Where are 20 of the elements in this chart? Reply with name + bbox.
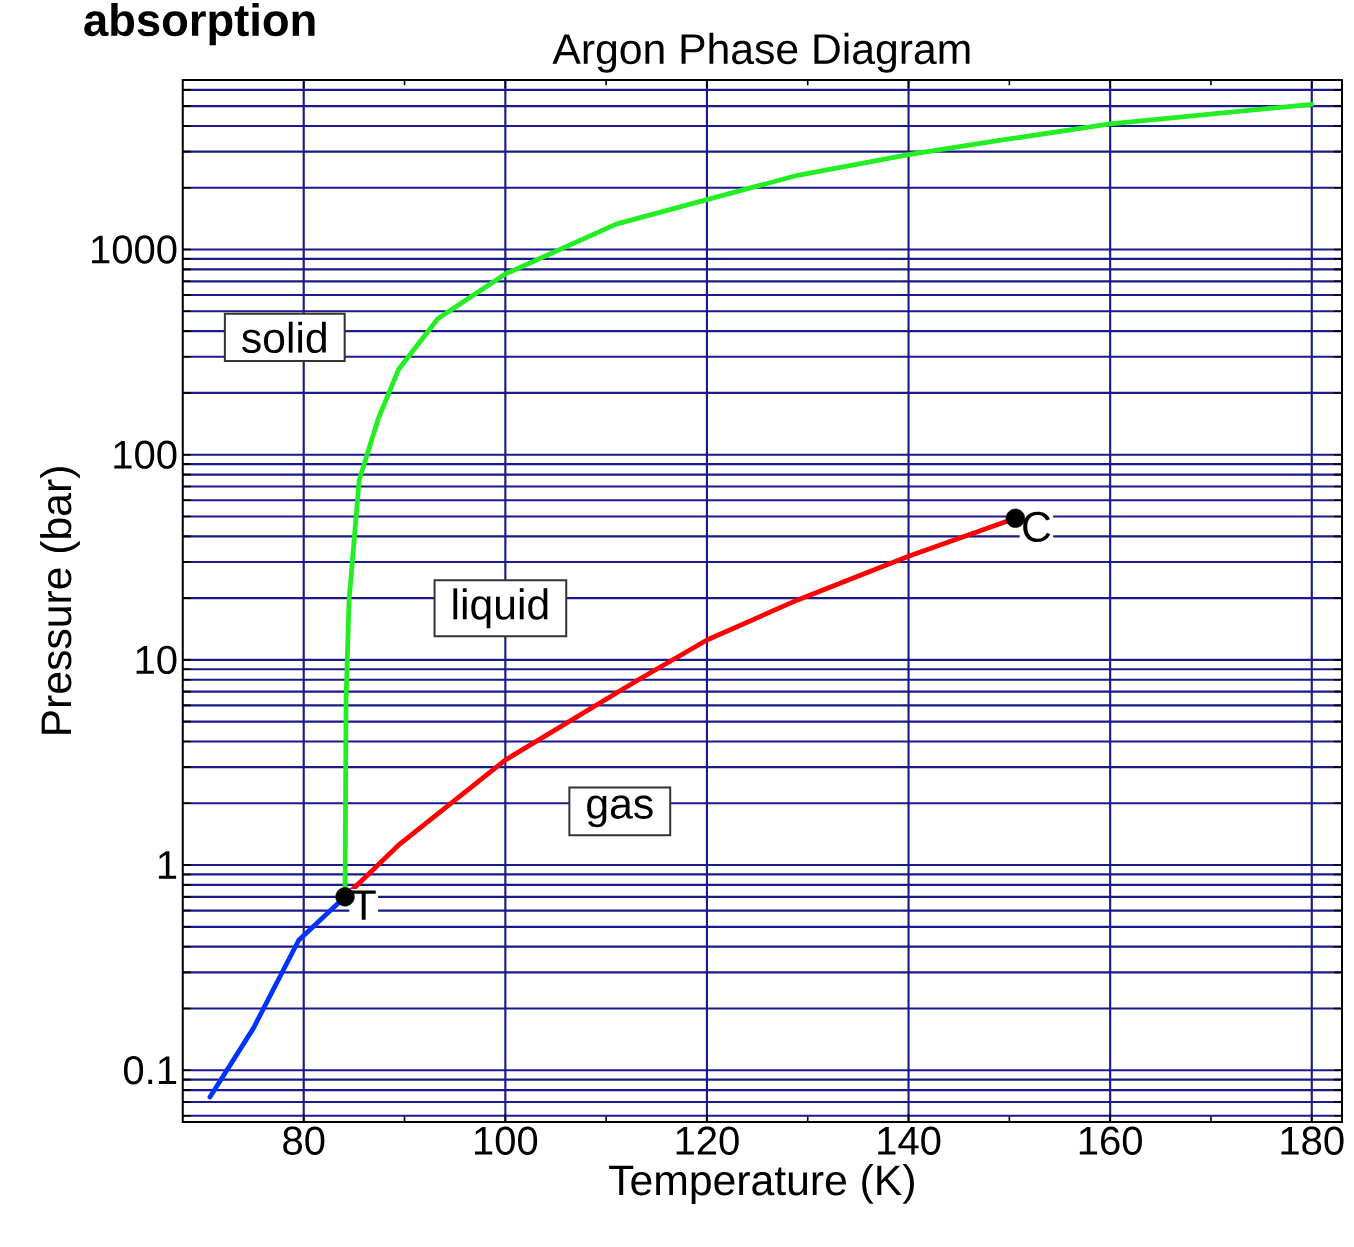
annotation: gas xyxy=(587,795,653,828)
series-label: T xyxy=(351,890,376,920)
x-tick-label: 160 xyxy=(1079,1126,1142,1155)
y-tick-label: 10 xyxy=(136,645,177,674)
annotation: solid xyxy=(242,321,326,353)
annotation: liquid xyxy=(453,588,548,628)
x-tick-label: 120 xyxy=(676,1126,739,1155)
x-axis-title: Temperature (K) xyxy=(609,1163,914,1204)
series-label: C xyxy=(1023,511,1051,542)
chart-title: Argon Phase Diagram xyxy=(552,32,970,73)
y-tick-label: 100 xyxy=(114,440,177,469)
x-tick-label: 140 xyxy=(878,1126,941,1155)
x-tick-label: 80 xyxy=(283,1126,325,1155)
x-tick-label: 180 xyxy=(1281,1126,1344,1155)
y-axis-title: Pressure (bar) xyxy=(40,467,80,734)
x-tick-label: 100 xyxy=(475,1126,538,1155)
y-tick-label: 1000 xyxy=(92,235,177,264)
y-tick-label: 1 xyxy=(158,851,177,879)
y-tick-label: 0.1 xyxy=(123,1055,177,1085)
text: absorption xyxy=(84,2,315,46)
